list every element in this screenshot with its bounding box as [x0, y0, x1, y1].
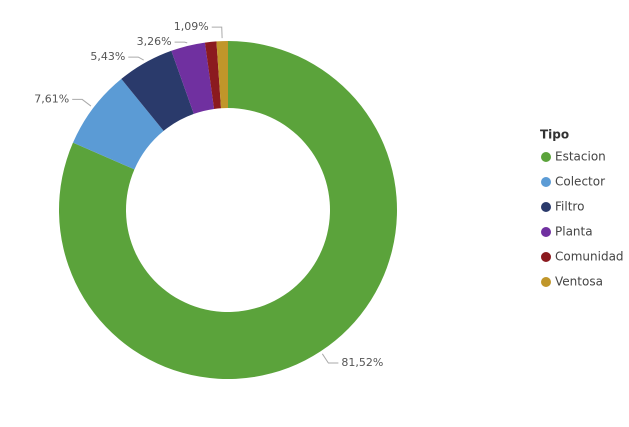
donut-slice: [204, 41, 222, 109]
leader-line: [128, 56, 144, 61]
data-label: 3,26%: [137, 35, 172, 48]
legend-marker: [541, 202, 551, 212]
legend-label: Planta: [555, 225, 593, 239]
donut-slice: [171, 42, 215, 114]
legend-label: Filtro: [555, 200, 584, 214]
legend-label: Ventosa: [555, 275, 603, 289]
donut-slice: [121, 50, 194, 131]
legend-marker: [541, 177, 551, 187]
leader-line: [321, 353, 339, 364]
data-label: 5,43%: [90, 50, 125, 63]
donut-slice: [72, 78, 164, 170]
legend-label: Comunidad: [555, 250, 624, 264]
data-label: 1,09%: [174, 20, 209, 33]
legend-label: Colector: [555, 175, 605, 189]
data-label: 7,61%: [34, 92, 69, 105]
leader-line: [72, 98, 92, 107]
leader-line: [211, 26, 223, 39]
donut-slice: [58, 41, 398, 379]
leader-line: [174, 41, 188, 44]
legend-marker: [541, 252, 551, 262]
legend-title: Tipo: [540, 128, 569, 142]
data-label: 81,52%: [341, 356, 383, 369]
donut-slice: [216, 41, 228, 109]
legend-label: Estacion: [555, 150, 606, 164]
legend-marker: [541, 152, 551, 162]
legend-marker: [541, 277, 551, 287]
legend-marker: [541, 227, 551, 237]
